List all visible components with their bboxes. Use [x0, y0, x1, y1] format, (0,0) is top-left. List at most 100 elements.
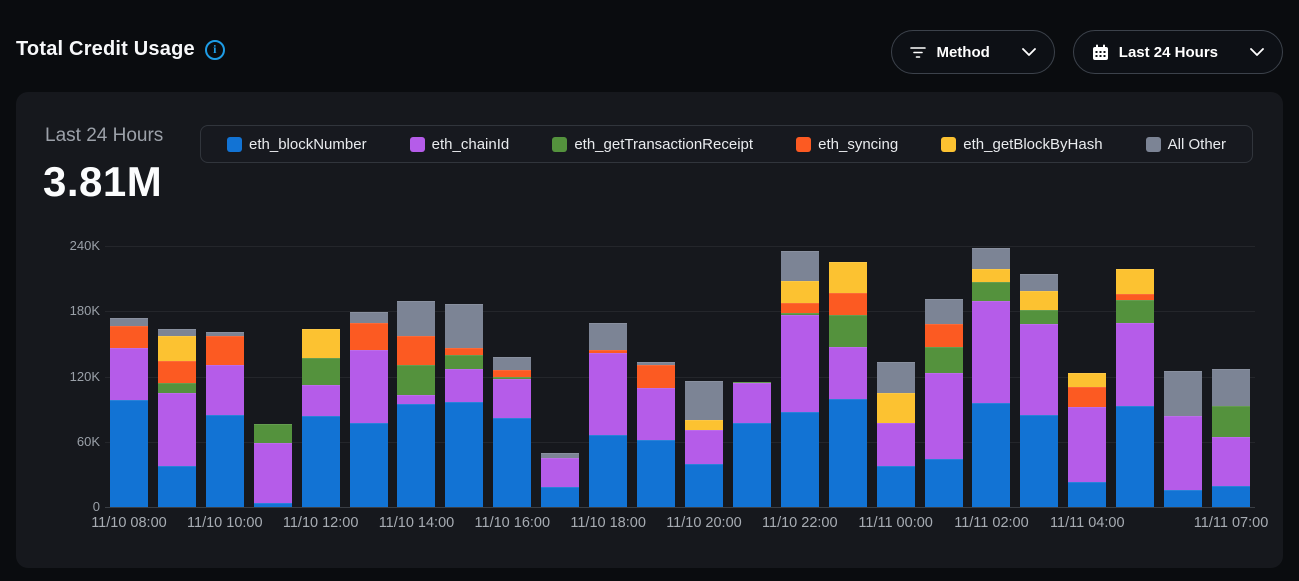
bar-segment[interactable]: [828, 314, 867, 348]
bar-segment[interactable]: [1020, 414, 1059, 507]
bar-segment[interactable]: [253, 442, 292, 503]
bar[interactable]: [1116, 246, 1155, 507]
bar-segment[interactable]: [684, 463, 723, 507]
bar-segment[interactable]: [828, 292, 867, 315]
bar-segment[interactable]: [637, 364, 676, 389]
bar[interactable]: [972, 246, 1011, 507]
bar-segment[interactable]: [684, 420, 723, 430]
bar-segment[interactable]: [397, 364, 436, 395]
bar-segment[interactable]: [972, 268, 1011, 282]
bar-segment[interactable]: [253, 424, 292, 443]
bar[interactable]: [828, 246, 867, 507]
bar-segment[interactable]: [828, 347, 867, 400]
bar[interactable]: [205, 246, 244, 507]
bar[interactable]: [493, 246, 532, 507]
bar-segment[interactable]: [253, 502, 292, 507]
bar-segment[interactable]: [828, 399, 867, 507]
bar-segment[interactable]: [493, 378, 532, 418]
bar[interactable]: [445, 246, 484, 507]
bar-segment[interactable]: [1212, 437, 1251, 487]
bar-segment[interactable]: [109, 348, 148, 401]
bar-segment[interactable]: [301, 328, 340, 359]
bar[interactable]: [780, 246, 819, 507]
bar-segment[interactable]: [157, 328, 196, 337]
bar-segment[interactable]: [1068, 387, 1107, 407]
bar-segment[interactable]: [637, 362, 676, 365]
bar-segment[interactable]: [732, 381, 771, 384]
bar-segment[interactable]: [1020, 324, 1059, 415]
legend-item[interactable]: eth_getTransactionReceipt: [552, 136, 753, 153]
bar-segment[interactable]: [493, 376, 532, 379]
bar-segment[interactable]: [445, 354, 484, 369]
bar-segment[interactable]: [732, 423, 771, 507]
bar-segment[interactable]: [157, 361, 196, 384]
legend-item[interactable]: eth_blockNumber: [227, 136, 367, 153]
bar-segment[interactable]: [493, 417, 532, 507]
bar-segment[interactable]: [157, 392, 196, 466]
bar-segment[interactable]: [1068, 373, 1107, 388]
bar-segment[interactable]: [1116, 300, 1155, 324]
bar-segment[interactable]: [445, 303, 484, 349]
bar-segment[interactable]: [157, 336, 196, 362]
bar-segment[interactable]: [445, 401, 484, 507]
bar-segment[interactable]: [349, 423, 388, 507]
bar-segment[interactable]: [1164, 371, 1203, 416]
bar[interactable]: [684, 246, 723, 507]
bar-segment[interactable]: [397, 395, 436, 404]
bar-segment[interactable]: [876, 362, 915, 393]
method-filter-button[interactable]: Method: [891, 30, 1055, 74]
bar-segment[interactable]: [205, 364, 244, 415]
bar-segment[interactable]: [589, 435, 628, 507]
bar-segment[interactable]: [301, 415, 340, 507]
bar-segment[interactable]: [637, 439, 676, 507]
bar[interactable]: [1020, 246, 1059, 507]
bar-segment[interactable]: [349, 323, 388, 351]
bar[interactable]: [109, 246, 148, 507]
bar-segment[interactable]: [876, 465, 915, 507]
legend-item[interactable]: All Other: [1145, 136, 1226, 153]
bar-segment[interactable]: [1164, 489, 1203, 507]
info-icon[interactable]: i: [204, 39, 225, 60]
bar-segment[interactable]: [589, 350, 628, 353]
bar-segment[interactable]: [684, 429, 723, 464]
bar-segment[interactable]: [780, 280, 819, 303]
bar-segment[interactable]: [1020, 274, 1059, 291]
bar[interactable]: [732, 246, 771, 507]
bar-segment[interactable]: [1212, 368, 1251, 406]
bar[interactable]: [301, 246, 340, 507]
bar-segment[interactable]: [1212, 486, 1251, 507]
bar-segment[interactable]: [924, 459, 963, 507]
bar[interactable]: [1164, 246, 1203, 507]
bar[interactable]: [1068, 246, 1107, 507]
legend-item[interactable]: eth_chainId: [409, 136, 509, 153]
bar-segment[interactable]: [924, 299, 963, 325]
bar-segment[interactable]: [541, 487, 580, 507]
bar-segment[interactable]: [684, 380, 723, 420]
bar-segment[interactable]: [445, 368, 484, 402]
bar[interactable]: [157, 246, 196, 507]
bar[interactable]: [1212, 246, 1251, 507]
bar-segment[interactable]: [780, 313, 819, 315]
date-range-button[interactable]: Last 24 Hours: [1072, 30, 1283, 74]
bar-segment[interactable]: [924, 373, 963, 460]
bar-segment[interactable]: [349, 350, 388, 424]
legend-item[interactable]: eth_syncing: [796, 136, 898, 153]
bar-segment[interactable]: [397, 301, 436, 337]
bar-segment[interactable]: [109, 400, 148, 507]
bar-segment[interactable]: [493, 369, 532, 377]
bar-segment[interactable]: [780, 314, 819, 413]
bar-segment[interactable]: [1116, 323, 1155, 406]
bar-segment[interactable]: [589, 323, 628, 351]
bar[interactable]: [541, 246, 580, 507]
bar-segment[interactable]: [589, 352, 628, 436]
bar[interactable]: [876, 246, 915, 507]
bar-segment[interactable]: [397, 403, 436, 507]
bar-segment[interactable]: [876, 423, 915, 466]
bar-segment[interactable]: [445, 348, 484, 355]
bar-segment[interactable]: [1116, 293, 1155, 301]
bar-segment[interactable]: [972, 402, 1011, 507]
bar-segment[interactable]: [972, 248, 1011, 269]
bar-segment[interactable]: [876, 392, 915, 424]
bar[interactable]: [253, 246, 292, 507]
bar-segment[interactable]: [972, 301, 1011, 403]
